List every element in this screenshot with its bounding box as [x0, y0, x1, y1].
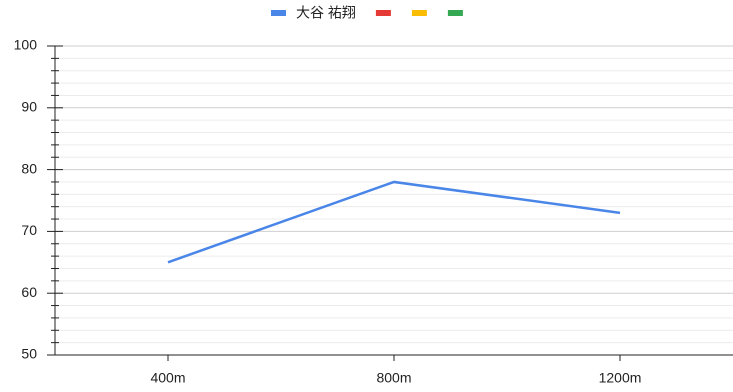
legend-swatch — [271, 10, 286, 16]
series-line — [167, 180, 621, 264]
x-tick-label: 400m — [150, 370, 185, 386]
y-tick-label: 80 — [21, 160, 37, 176]
legend-swatch — [411, 10, 427, 16]
y-tick-label: 60 — [21, 284, 37, 300]
legend-label: 大谷 祐翔 — [296, 5, 356, 21]
legend-swatch — [447, 10, 463, 16]
x-tick-label: 800m — [376, 370, 411, 386]
y-tick-label: 70 — [21, 222, 37, 238]
legend-swatch — [375, 10, 391, 16]
x-tick-label: 1200m — [599, 370, 642, 386]
y-tick-label: 100 — [14, 37, 38, 53]
y-tick-label: 50 — [21, 346, 37, 362]
y-tick-label: 90 — [21, 99, 37, 115]
